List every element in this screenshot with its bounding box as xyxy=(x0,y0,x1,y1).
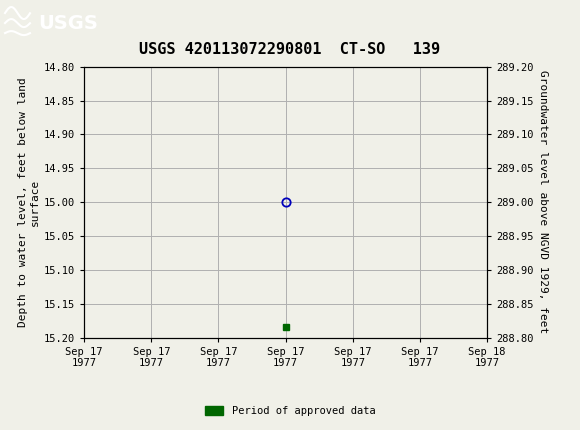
Text: USGS: USGS xyxy=(38,14,98,33)
Y-axis label: Groundwater level above NGVD 1929, feet: Groundwater level above NGVD 1929, feet xyxy=(538,71,548,334)
Text: USGS 420113072290801  CT-SO   139: USGS 420113072290801 CT-SO 139 xyxy=(139,42,441,57)
Legend: Period of approved data: Period of approved data xyxy=(201,402,379,421)
Y-axis label: Depth to water level, feet below land
surface: Depth to water level, feet below land su… xyxy=(18,77,39,327)
